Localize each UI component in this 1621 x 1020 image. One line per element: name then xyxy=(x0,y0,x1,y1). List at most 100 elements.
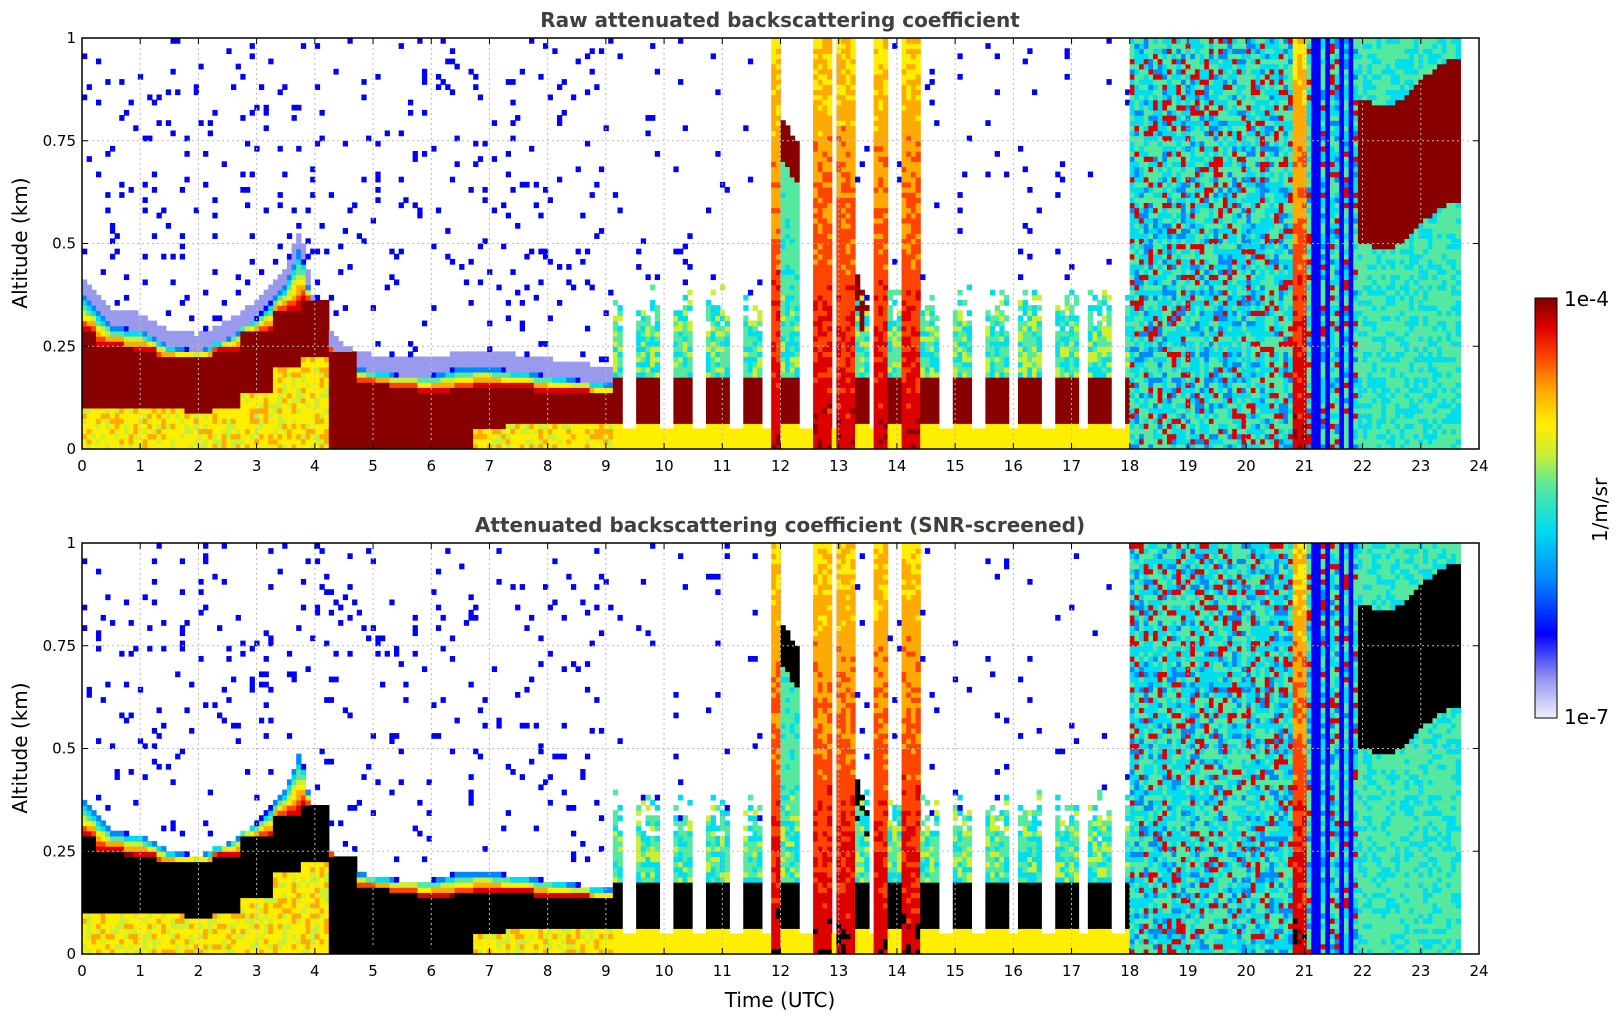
heatmap-cell xyxy=(491,371,498,378)
heatmap-cell xyxy=(715,418,721,424)
heatmap-cell xyxy=(421,109,428,116)
heatmap-cell xyxy=(249,387,255,394)
heatmap-cell xyxy=(86,351,92,358)
heatmap-cell xyxy=(109,335,116,342)
heatmap-cell xyxy=(114,346,120,352)
heatmap-cell xyxy=(561,377,567,383)
heatmap-cell xyxy=(314,371,321,378)
heatmap-cell xyxy=(780,264,786,270)
heatmap-cell xyxy=(161,371,167,378)
heatmap-cell xyxy=(142,325,148,332)
heatmap-cell xyxy=(244,397,251,404)
heatmap-cell xyxy=(570,392,577,399)
heatmap-cell xyxy=(221,325,227,332)
heatmap-cell xyxy=(128,330,134,337)
heatmap-cell xyxy=(873,233,879,239)
heatmap-cell xyxy=(491,443,498,449)
heatmap-cell xyxy=(296,243,302,250)
heatmap-cell xyxy=(603,433,609,440)
heatmap-cell xyxy=(421,382,428,388)
heatmap-cell xyxy=(794,269,800,275)
heatmap-cell xyxy=(827,99,833,106)
heatmap-cell xyxy=(319,335,325,342)
heatmap-cell xyxy=(794,207,800,214)
heatmap-cell xyxy=(654,371,661,378)
heatmap-cell xyxy=(263,438,269,445)
heatmap-cell xyxy=(487,382,493,388)
heatmap-cell xyxy=(710,346,716,352)
heatmap-cell xyxy=(719,284,726,291)
heatmap-cell xyxy=(789,377,796,383)
heatmap-cell xyxy=(813,366,819,373)
heatmap-cell xyxy=(650,351,656,358)
heatmap-cell xyxy=(775,243,782,250)
heatmap-cell xyxy=(775,197,782,203)
heatmap-cell xyxy=(324,346,330,352)
heatmap-cell xyxy=(822,387,828,394)
heatmap-cell xyxy=(342,407,349,414)
heatmap-cell xyxy=(333,423,339,430)
heatmap-cell xyxy=(705,423,712,430)
heatmap-cell xyxy=(515,361,521,368)
heatmap-cell xyxy=(710,341,716,347)
heatmap-cell xyxy=(133,392,139,399)
heatmap-cell xyxy=(91,423,97,430)
heatmap-cell xyxy=(827,397,833,404)
heatmap-cell xyxy=(296,253,302,260)
heatmap-cell xyxy=(407,423,414,430)
heatmap-cell xyxy=(510,186,516,193)
heatmap-cell xyxy=(878,202,884,209)
heatmap-cell xyxy=(575,382,581,388)
heatmap-cell xyxy=(803,433,810,440)
heatmap-cell xyxy=(524,433,530,440)
heatmap-cell xyxy=(314,387,321,394)
heatmap-cell xyxy=(203,181,209,188)
heatmap-cell xyxy=(687,433,693,440)
heatmap-cell xyxy=(640,438,647,445)
heatmap-cell xyxy=(244,402,251,409)
heatmap-cell xyxy=(487,418,493,424)
heatmap-cell xyxy=(449,89,456,96)
heatmap-cell xyxy=(794,443,800,449)
heatmap-cell xyxy=(594,428,600,435)
heatmap-cell xyxy=(445,361,451,368)
heatmap-cell xyxy=(319,423,325,430)
heatmap-cell xyxy=(705,315,712,322)
heatmap-cell xyxy=(189,428,195,435)
heatmap-cell xyxy=(780,341,786,347)
heatmap-cell xyxy=(682,407,688,414)
heatmap-cell xyxy=(789,217,796,224)
heatmap-cell xyxy=(836,438,842,445)
heatmap-cell xyxy=(822,269,828,275)
heatmap-cell xyxy=(575,387,581,394)
heatmap-cell xyxy=(282,341,288,347)
heatmap-cell xyxy=(161,438,167,445)
heatmap-cell xyxy=(105,330,111,337)
heatmap-cell xyxy=(533,294,539,301)
heatmap-cell xyxy=(803,438,810,445)
heatmap-cell xyxy=(333,68,339,75)
heatmap-cell xyxy=(184,407,190,414)
heatmap-cell xyxy=(845,79,851,85)
heatmap-cell xyxy=(678,38,684,44)
heatmap-cell xyxy=(524,356,530,363)
heatmap-cell xyxy=(324,341,330,347)
heatmap-cell xyxy=(82,366,88,373)
heatmap-cell xyxy=(203,330,209,337)
heatmap-cell xyxy=(859,371,865,378)
heatmap-cell xyxy=(817,63,824,70)
heatmap-cell xyxy=(524,402,530,409)
heatmap-cell xyxy=(212,109,218,116)
heatmap-cell xyxy=(841,233,847,239)
heatmap-cell xyxy=(454,443,460,449)
heatmap-cell xyxy=(575,433,581,440)
heatmap-cell xyxy=(179,330,186,337)
heatmap-cell xyxy=(468,428,474,435)
heatmap-cell xyxy=(775,387,782,394)
heatmap-cell xyxy=(878,413,884,419)
heatmap-cell xyxy=(95,397,102,404)
heatmap-cell xyxy=(137,407,144,414)
heatmap-cell xyxy=(398,413,404,419)
heatmap-cell xyxy=(473,438,479,445)
heatmap-cell xyxy=(654,387,661,394)
